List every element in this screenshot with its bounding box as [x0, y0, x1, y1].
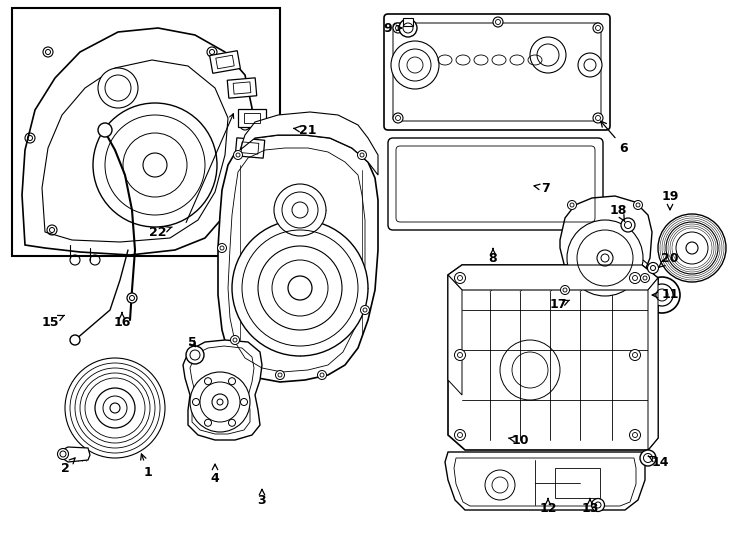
- Circle shape: [75, 368, 155, 448]
- Circle shape: [592, 498, 605, 511]
- Text: 7: 7: [534, 181, 549, 194]
- Circle shape: [621, 218, 635, 232]
- Circle shape: [393, 113, 403, 123]
- Bar: [555, 468, 600, 498]
- Circle shape: [318, 370, 327, 380]
- Circle shape: [391, 41, 439, 89]
- Circle shape: [644, 277, 680, 313]
- Text: 8: 8: [489, 248, 498, 265]
- Text: 2: 2: [61, 458, 75, 475]
- Polygon shape: [648, 278, 658, 450]
- Circle shape: [230, 335, 239, 345]
- Circle shape: [454, 273, 465, 284]
- Text: 20: 20: [658, 252, 679, 267]
- Circle shape: [275, 370, 285, 380]
- Circle shape: [647, 262, 658, 273]
- Circle shape: [70, 363, 160, 453]
- Circle shape: [641, 273, 650, 282]
- Circle shape: [127, 293, 137, 303]
- Polygon shape: [60, 447, 90, 462]
- Circle shape: [57, 449, 68, 460]
- Text: 15: 15: [41, 315, 64, 328]
- Text: 14: 14: [648, 456, 669, 469]
- Bar: [12, 8, 280, 256]
- Circle shape: [93, 103, 217, 227]
- Polygon shape: [22, 28, 252, 255]
- Circle shape: [228, 377, 236, 384]
- Circle shape: [217, 244, 227, 253]
- Circle shape: [578, 53, 602, 77]
- Polygon shape: [448, 265, 658, 450]
- Text: 12: 12: [539, 498, 557, 515]
- Polygon shape: [218, 135, 378, 382]
- Circle shape: [205, 377, 211, 384]
- Text: 5: 5: [188, 335, 197, 348]
- Circle shape: [454, 349, 465, 361]
- Circle shape: [190, 372, 250, 432]
- Polygon shape: [210, 51, 240, 73]
- Circle shape: [357, 151, 366, 159]
- Circle shape: [567, 220, 643, 296]
- Circle shape: [274, 184, 326, 236]
- Circle shape: [485, 470, 515, 500]
- Text: 19: 19: [661, 190, 679, 210]
- Circle shape: [186, 346, 204, 364]
- Circle shape: [228, 419, 236, 426]
- Circle shape: [232, 220, 368, 356]
- Circle shape: [98, 123, 112, 137]
- Text: 21: 21: [294, 124, 317, 137]
- Circle shape: [493, 17, 503, 27]
- Circle shape: [561, 286, 570, 294]
- Circle shape: [393, 23, 403, 33]
- Bar: [403, 18, 413, 26]
- Polygon shape: [445, 452, 645, 510]
- Circle shape: [65, 358, 165, 458]
- Text: 1: 1: [141, 454, 153, 478]
- Circle shape: [593, 113, 603, 123]
- Circle shape: [640, 450, 656, 466]
- Circle shape: [630, 273, 641, 284]
- Polygon shape: [238, 109, 266, 127]
- Circle shape: [205, 419, 211, 426]
- Circle shape: [593, 23, 603, 33]
- Text: 11: 11: [653, 288, 679, 301]
- Text: 10: 10: [509, 434, 528, 447]
- Circle shape: [399, 19, 417, 37]
- Circle shape: [651, 284, 673, 306]
- Text: 6: 6: [600, 121, 628, 154]
- Polygon shape: [560, 196, 652, 298]
- Circle shape: [98, 68, 138, 108]
- Circle shape: [80, 373, 150, 443]
- Text: 22: 22: [149, 226, 172, 239]
- Circle shape: [658, 214, 726, 282]
- Text: 16: 16: [113, 313, 131, 328]
- Text: 17: 17: [549, 299, 570, 312]
- Text: 9: 9: [384, 22, 401, 35]
- Polygon shape: [240, 112, 378, 175]
- Text: 3: 3: [258, 489, 266, 507]
- Text: 13: 13: [581, 498, 599, 515]
- Circle shape: [95, 388, 135, 428]
- Circle shape: [192, 399, 200, 406]
- Text: 4: 4: [211, 464, 219, 484]
- Polygon shape: [228, 78, 257, 98]
- Circle shape: [85, 378, 145, 438]
- Circle shape: [630, 429, 641, 441]
- Circle shape: [567, 200, 576, 210]
- Circle shape: [233, 151, 242, 159]
- Text: 18: 18: [609, 204, 627, 222]
- Polygon shape: [448, 275, 462, 395]
- FancyBboxPatch shape: [384, 14, 610, 130]
- Circle shape: [530, 37, 566, 73]
- Circle shape: [70, 335, 80, 345]
- Circle shape: [454, 429, 465, 441]
- Polygon shape: [236, 138, 265, 158]
- Circle shape: [633, 200, 642, 210]
- Circle shape: [360, 306, 369, 314]
- Polygon shape: [448, 265, 658, 290]
- Polygon shape: [183, 340, 262, 440]
- Circle shape: [241, 399, 247, 406]
- Circle shape: [630, 349, 641, 361]
- FancyBboxPatch shape: [388, 138, 603, 230]
